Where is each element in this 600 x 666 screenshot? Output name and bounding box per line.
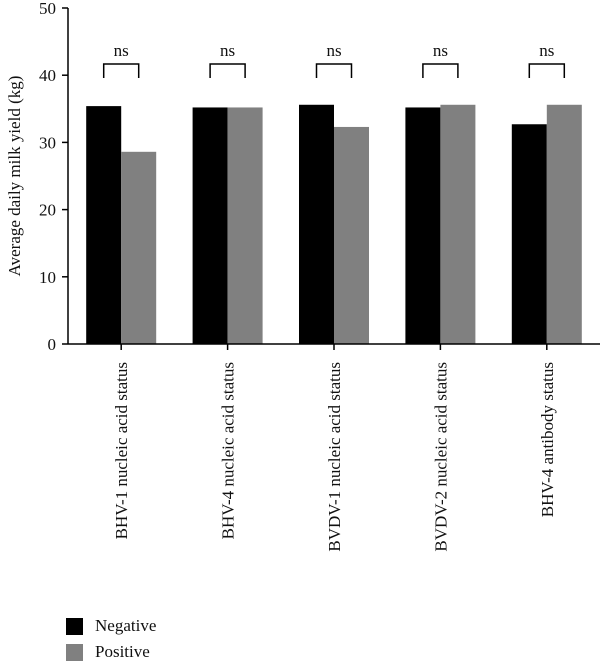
significance-bracket	[528, 63, 566, 78]
x-axis: BHV-1 nucleic acid status BHV-4 nucleic a…	[68, 343, 600, 552]
bar-negative	[299, 104, 334, 344]
significance-label: ns	[433, 41, 448, 60]
y-tick-label: 0	[48, 335, 57, 354]
significance-bracket	[422, 63, 459, 78]
bar-positive	[227, 107, 263, 345]
significance-label: ns	[220, 41, 235, 60]
x-tick-label: BHV-1 nucleic acid status	[112, 362, 131, 539]
bar-negative	[405, 107, 441, 345]
bar-positive	[546, 104, 582, 344]
bars-group	[86, 104, 582, 345]
y-tick-label: 30	[39, 133, 56, 152]
x-tick-label: BVDV-2 nucleic acid status	[431, 362, 450, 552]
significance-bracket	[102, 63, 140, 78]
y-axis: 0 10 20 30 40 50	[39, 0, 69, 354]
significance-label: ns	[114, 41, 129, 60]
y-tick-label: 40	[39, 66, 56, 85]
y-tick-label: 10	[39, 268, 56, 287]
significance-annotations: ns ns ns ns ns	[102, 41, 566, 78]
bar-positive	[334, 126, 369, 344]
legend: Negative Positive	[66, 614, 156, 666]
bar-negative	[86, 106, 122, 344]
y-tick-label: 20	[39, 201, 56, 220]
bar-negative	[192, 107, 228, 345]
y-axis-label: Average daily milk yield (kg)	[5, 76, 24, 277]
significance-label: ns	[539, 41, 554, 60]
legend-item-positive: Positive	[66, 640, 156, 664]
significance-label: ns	[326, 41, 341, 60]
bar-positive	[440, 104, 476, 344]
legend-swatch-positive	[66, 643, 83, 661]
x-tick-label: BHV-4 nucleic acid status	[219, 362, 238, 539]
legend-label-positive: Positive	[95, 642, 150, 661]
y-tick-label: 50	[39, 0, 56, 18]
significance-bracket	[209, 63, 246, 78]
bar-positive	[121, 151, 157, 344]
bar-negative	[511, 124, 547, 344]
significance-bracket	[315, 63, 353, 78]
legend-label-negative: Negative	[95, 616, 157, 635]
legend-item-negative: Negative	[66, 614, 156, 638]
x-tick-label: BVDV-1 nucleic acid status	[325, 362, 344, 552]
legend-swatch-negative	[66, 617, 83, 635]
x-tick-label: BHV-4 antibody status	[538, 362, 557, 517]
